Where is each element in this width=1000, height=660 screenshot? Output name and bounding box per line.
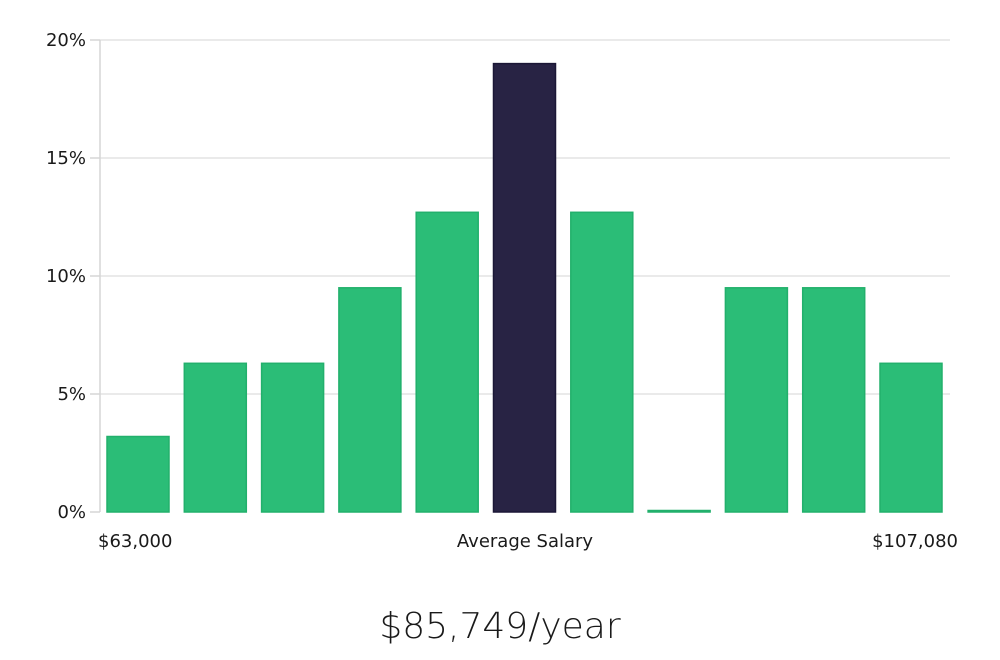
y-tick-label: 5% <box>57 384 86 405</box>
bar[interactable] <box>415 211 479 513</box>
x-label-average: Average Salary <box>457 531 594 552</box>
average-salary-summary: $85,749/year <box>379 606 621 647</box>
y-tick-label: 20% <box>46 30 86 51</box>
bar[interactable] <box>724 287 789 513</box>
bar[interactable] <box>183 362 248 513</box>
y-tick-label: 15% <box>46 148 86 169</box>
bars-layer <box>106 62 943 513</box>
bar-average-salary[interactable] <box>492 62 557 513</box>
x-axis-labels: $63,000 Average Salary $107,080 <box>98 531 958 552</box>
bar[interactable] <box>879 362 943 513</box>
x-label-max: $107,080 <box>872 531 958 552</box>
y-tick-label: 0% <box>57 502 86 523</box>
bar[interactable] <box>647 509 711 513</box>
bar[interactable] <box>338 287 402 513</box>
bar[interactable] <box>570 211 634 513</box>
bar[interactable] <box>260 362 325 513</box>
x-label-min: $63,000 <box>98 531 172 552</box>
salary-histogram: 0% 5% 10% 15% 20% $63,000 Average Salary $10… <box>46 30 958 552</box>
bar[interactable] <box>106 435 170 513</box>
y-tick-label: 10% <box>46 266 86 287</box>
bar[interactable] <box>801 287 866 513</box>
y-axis: 0% 5% 10% 15% 20% <box>46 30 101 523</box>
